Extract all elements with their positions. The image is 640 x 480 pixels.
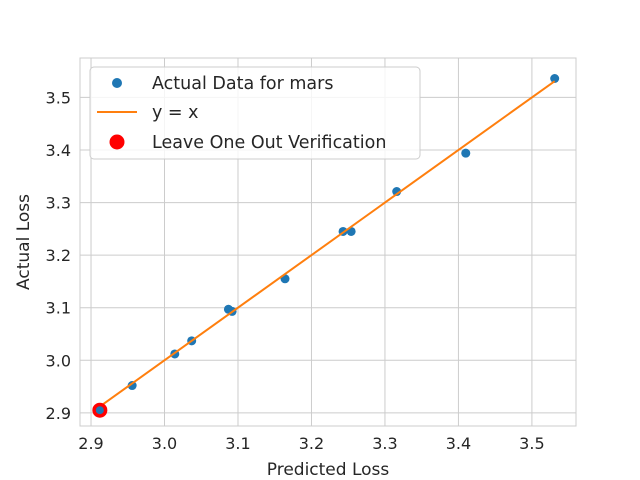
identity-line bbox=[94, 80, 556, 412]
y-tick-label: 3.4 bbox=[46, 141, 71, 160]
legend-box bbox=[89, 66, 421, 160]
y-tick-label: 3.0 bbox=[46, 351, 71, 370]
legend-marker-loo bbox=[109, 134, 125, 150]
y-tick-label: 3.2 bbox=[46, 246, 71, 265]
legend-label-actual: Actual Data for mars bbox=[152, 74, 333, 94]
x-tick-label: 2.9 bbox=[78, 434, 103, 453]
y-tick-labels: 2.9 3.0 3.1 3.2 3.3 3.4 3.5 bbox=[46, 88, 71, 422]
legend-label-loo: Leave One Out Verification bbox=[152, 133, 386, 153]
y-tick-label: 3.5 bbox=[46, 88, 71, 107]
y-tick-label: 3.1 bbox=[46, 299, 71, 318]
x-tick-label: 3.2 bbox=[299, 434, 324, 453]
x-tick-label: 3.3 bbox=[372, 434, 397, 453]
series-layer bbox=[92, 74, 560, 418]
x-tick-label: 3.1 bbox=[225, 434, 250, 453]
data-point bbox=[392, 187, 402, 197]
data-point bbox=[127, 381, 137, 391]
x-tick-labels: 2.9 3.0 3.1 3.2 3.3 3.4 3.5 bbox=[78, 434, 544, 453]
x-tick-label: 3.0 bbox=[152, 434, 177, 453]
x-axis-label: Predicted Loss bbox=[267, 460, 390, 480]
y-axis-label: Actual Loss bbox=[14, 194, 34, 290]
legend-label-line: y = x bbox=[152, 103, 199, 123]
data-point bbox=[550, 74, 560, 84]
x-tick-label: 3.4 bbox=[446, 434, 471, 453]
leave-one-out-inner-point bbox=[95, 406, 104, 415]
legend: Actual Data for mars y = x Leave One Out… bbox=[89, 66, 421, 160]
data-point bbox=[461, 148, 471, 158]
x-tick-label: 3.5 bbox=[519, 434, 544, 453]
y-tick-label: 2.9 bbox=[46, 404, 71, 423]
legend-marker-actual bbox=[112, 78, 122, 88]
y-tick-label: 3.3 bbox=[46, 194, 71, 213]
